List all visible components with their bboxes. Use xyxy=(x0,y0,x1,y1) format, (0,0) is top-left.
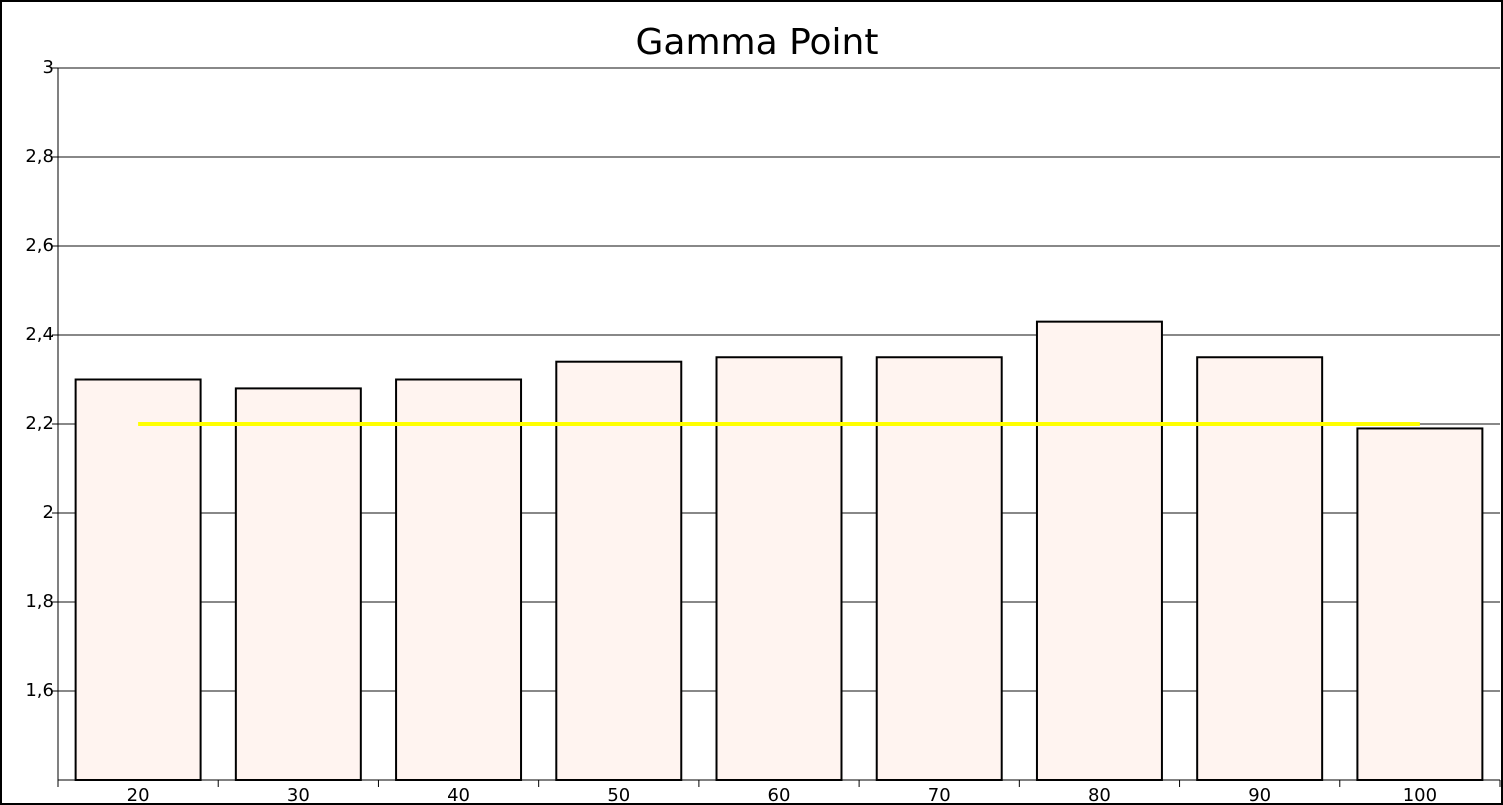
chart-title: Gamma Point xyxy=(636,22,879,63)
bar xyxy=(395,378,523,781)
x-tick-label: 60 xyxy=(768,785,791,805)
y-tick-label: 3 xyxy=(43,57,54,78)
y-tick-label: 1,6 xyxy=(25,680,54,701)
bar xyxy=(74,378,202,781)
y-tick-label: 2,4 xyxy=(25,324,54,345)
y-tick-label: 2,2 xyxy=(25,413,54,434)
y-tick-label: 2,8 xyxy=(25,146,54,167)
x-tick-label: 40 xyxy=(447,785,470,805)
x-tick-label: 100 xyxy=(1403,785,1437,805)
bar xyxy=(715,356,843,781)
bar xyxy=(1035,320,1163,781)
y-tick-label: 1,8 xyxy=(25,591,54,612)
x-tick-label: 50 xyxy=(607,785,630,805)
x-tick-label: 20 xyxy=(127,785,150,805)
bar xyxy=(1356,427,1484,781)
bar xyxy=(875,356,1003,781)
y-tick-label: 2 xyxy=(43,502,54,523)
x-tick-label: 80 xyxy=(1088,785,1111,805)
y-tick-label: 2,6 xyxy=(25,235,54,256)
x-tick-label: 30 xyxy=(287,785,310,805)
bar xyxy=(555,360,683,781)
x-tick-label: 70 xyxy=(928,785,951,805)
x-tick-label: 90 xyxy=(1248,785,1271,805)
bar xyxy=(1196,356,1324,781)
bar xyxy=(234,387,362,781)
